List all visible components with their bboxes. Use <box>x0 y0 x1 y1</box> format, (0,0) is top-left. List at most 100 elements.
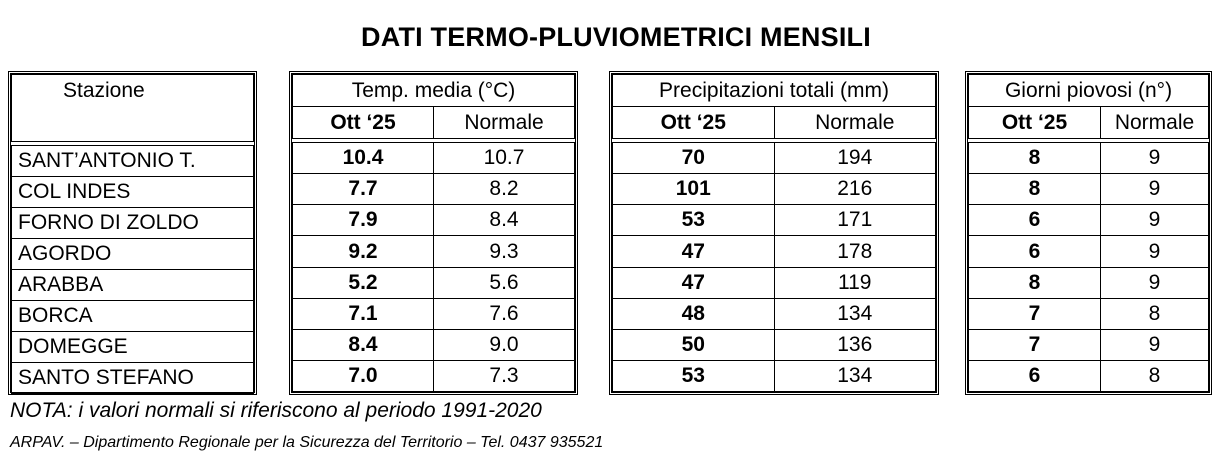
rain-days-normal-value: 8 <box>1100 297 1209 330</box>
temperature-header: Temp. media (°C) <box>292 73 575 108</box>
table-row: 48 134 <box>612 297 936 330</box>
precipitation-month-value: 53 <box>612 359 775 393</box>
table-row: SANTO STEFANO <box>11 362 254 394</box>
station-name: FORNO DI ZOLDO <box>11 207 254 239</box>
temperature-month-value: 7.9 <box>292 204 434 237</box>
table-row: 7.9 8.4 <box>292 204 575 237</box>
precipitation-normal-value: 136 <box>773 328 936 361</box>
precipitation-normal-value: 178 <box>773 235 936 268</box>
temperature-normal-value: 9.0 <box>433 328 575 361</box>
rain-days-month-value: 7 <box>968 297 1101 330</box>
rain-days-normal-value: 8 <box>1100 359 1209 393</box>
table-row: FORNO DI ZOLDO <box>11 207 254 239</box>
temperature-normal-value: 10.7 <box>433 142 575 175</box>
precipitation-month-value: 47 <box>612 266 775 299</box>
rain-days-month-value: 6 <box>968 235 1101 268</box>
precipitation-normal-value: 194 <box>773 142 936 175</box>
rain-days-normal-value: 9 <box>1100 328 1209 361</box>
table-row: 8.4 9.0 <box>292 328 575 361</box>
page-title: DATI TERMO-PLUVIOMETRICI MENSILI <box>361 22 871 52</box>
precipitation-normal-value: 171 <box>773 204 936 237</box>
rain-days-normal-value: 9 <box>1100 142 1209 175</box>
rain-days-month-value: 7 <box>968 328 1101 361</box>
table-row: 47 119 <box>612 266 936 299</box>
temperature-month-value: 7.1 <box>292 297 434 330</box>
station-name: COL INDES <box>11 176 254 208</box>
rain-days-month-value: 8 <box>968 142 1101 175</box>
temperature-month-value: 10.4 <box>292 142 434 175</box>
table-row: 7.1 7.6 <box>292 297 575 330</box>
rain-days-month-value: 6 <box>968 359 1101 393</box>
table-row: 7.0 7.3 <box>292 359 575 393</box>
precipitation-month-value: 101 <box>612 173 775 206</box>
rain-days-normal-value: 9 <box>1100 235 1209 268</box>
temperature-normal-value: 8.2 <box>433 173 575 206</box>
rain-days-normal-value: 9 <box>1100 204 1209 237</box>
precipitation-normal-value: 134 <box>773 359 936 393</box>
rain-days-month-value: 8 <box>968 173 1101 206</box>
temperature-month-value: 8.4 <box>292 328 434 361</box>
table-row: AGORDO <box>11 238 254 270</box>
precipitation-normal-header: Normale <box>773 106 936 140</box>
precipitation-table: Precipitazioni totali (mm) Ott ‘25 Norma… <box>609 71 939 395</box>
temperature-month-value: 9.2 <box>292 235 434 268</box>
table-row: 7.7 8.2 <box>292 173 575 206</box>
table-row: SANT’ANTONIO T. <box>11 145 254 177</box>
temperature-normal-value: 7.6 <box>433 297 575 330</box>
temperature-normal-value: 8.4 <box>433 204 575 237</box>
temperature-month-value: 7.0 <box>292 359 434 393</box>
precipitation-month-value: 70 <box>612 142 775 175</box>
table-row: 53 134 <box>612 359 936 393</box>
precipitation-month-header: Ott ‘25 <box>612 106 775 140</box>
temperature-month-value: 7.7 <box>292 173 434 206</box>
table-row: DOMEGGE <box>11 331 254 363</box>
table-row: 10.4 10.7 <box>292 142 575 175</box>
footer-text: ARPAV. – Dipartimento Regionale per la S… <box>10 434 604 451</box>
table-row: 101 216 <box>612 173 936 206</box>
rain-days-normal-value: 9 <box>1100 173 1209 206</box>
station-name: BORCA <box>11 300 254 332</box>
precipitation-month-value: 50 <box>612 328 775 361</box>
table-row: COL INDES <box>11 176 254 208</box>
rain-days-month-value: 6 <box>968 204 1101 237</box>
table-row: 50 136 <box>612 328 936 361</box>
precipitation-month-value: 53 <box>612 204 775 237</box>
precipitation-header: Precipitazioni totali (mm) <box>612 73 936 108</box>
table-row: 5.2 5.6 <box>292 266 575 299</box>
table-row: ARABBA <box>11 269 254 301</box>
table-row: 70 194 <box>612 142 936 175</box>
station-name: DOMEGGE <box>11 331 254 363</box>
table-row: BORCA <box>11 300 254 332</box>
temperature-normal-value: 7.3 <box>433 359 575 393</box>
rain-days-normal-value: 9 <box>1100 266 1209 299</box>
precipitation-month-value: 48 <box>612 297 775 330</box>
station-table: Stazione SANT’ANTONIO T. COL INDES FORNO D… <box>8 71 257 395</box>
temperature-normal-value: 9.3 <box>433 235 575 268</box>
table-row: 9.2 9.3 <box>292 235 575 268</box>
station-name: AGORDO <box>11 238 254 270</box>
temperature-normal-header: Normale <box>433 106 575 140</box>
rain-days-month-header: Ott ‘25 <box>968 106 1101 140</box>
table-row: 47 178 <box>612 235 936 268</box>
precipitation-normal-value: 134 <box>773 297 936 330</box>
station-name: SANTO STEFANO <box>11 362 254 394</box>
precipitation-normal-value: 216 <box>773 173 936 206</box>
rain-days-month-value: 8 <box>968 266 1101 299</box>
temperature-month-value: 5.2 <box>292 266 434 299</box>
precipitation-month-value: 47 <box>612 235 775 268</box>
table-row: 53 171 <box>612 204 936 237</box>
temperature-normal-value: 5.6 <box>433 266 575 299</box>
rain-days-normal-header: Normale <box>1100 106 1209 140</box>
note-text: NOTA: i valori normali si riferiscono al… <box>10 399 542 422</box>
precipitation-normal-value: 119 <box>773 266 936 299</box>
station-header: Stazione <box>11 74 254 142</box>
